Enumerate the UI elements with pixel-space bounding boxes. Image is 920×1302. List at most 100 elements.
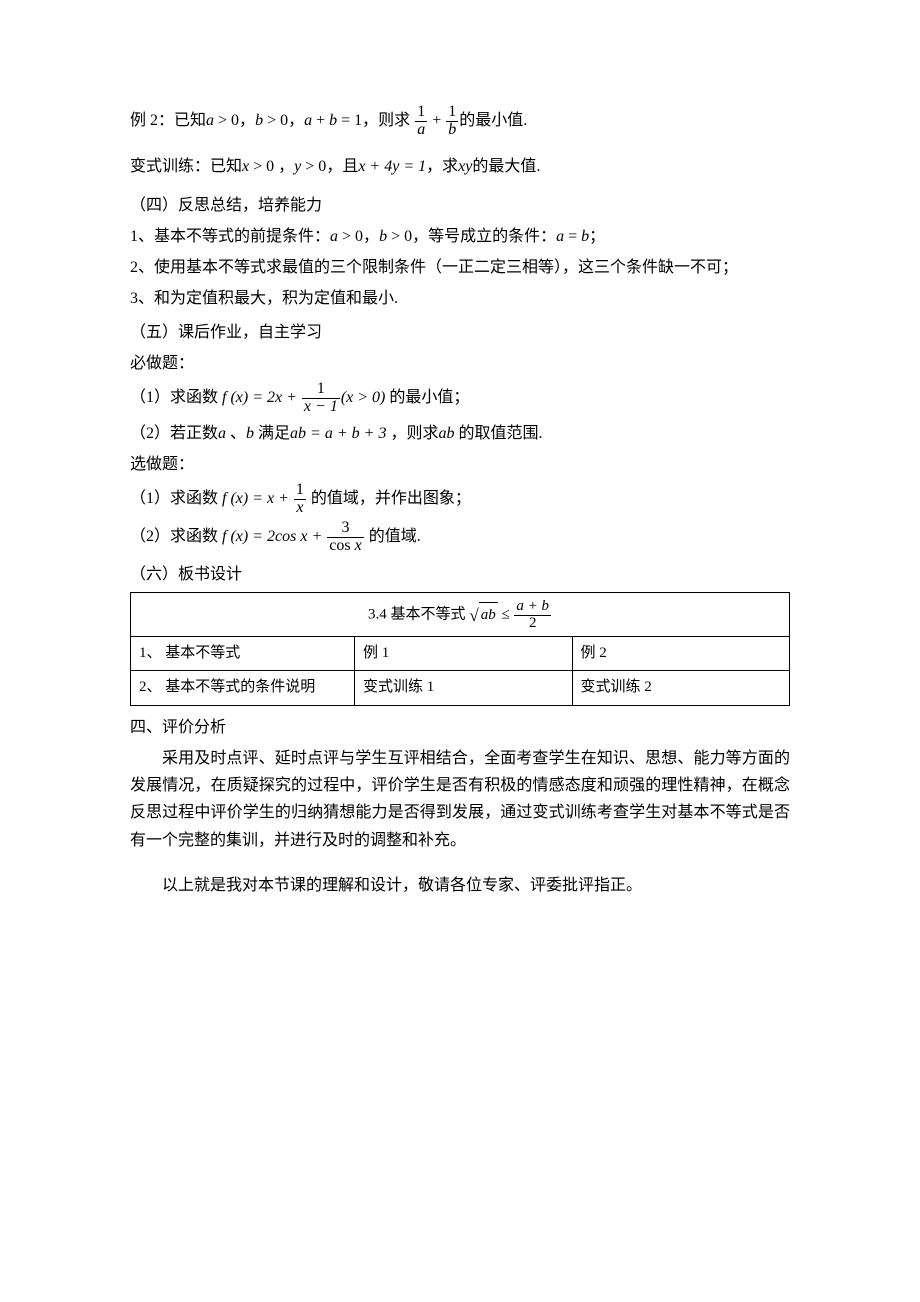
table-cell: 例 2: [572, 636, 789, 671]
eq1: = 1: [337, 112, 362, 129]
q2-prefix: （2）若正数: [130, 425, 218, 442]
o2-prefix: （2）求函数: [130, 528, 222, 545]
frac-den: a: [415, 121, 427, 139]
var-xy: xy: [458, 158, 472, 175]
o1-tail: 的值域，并作出图象；: [307, 490, 471, 507]
q2-a: a: [218, 425, 226, 442]
q2-b: b: [246, 425, 254, 442]
eq2: =: [564, 228, 581, 245]
closing-remark: 以上就是我对本节课的理解和设计，敬请各位专家、评委批评指正。: [130, 872, 790, 899]
frac-num: 1: [415, 104, 427, 121]
q2-tail2: 的取值范围.: [454, 425, 542, 442]
op-gt0-4: > 0: [301, 158, 326, 175]
must-q1: （1）求函数 f (x) = 2x + 1x − 1(x > 0) 的最小值；: [130, 381, 790, 416]
s4-p1b: ，等号成立的条件：: [412, 228, 556, 245]
var-a: a: [206, 112, 214, 129]
table-cell: 1、 基本不等式: [131, 636, 355, 671]
var-b2: b: [329, 112, 337, 129]
var-b: b: [255, 112, 263, 129]
example-2-prefix: 例 2：已知: [130, 112, 206, 129]
op-gt0-6: > 0: [387, 228, 412, 245]
var-b4: b: [581, 228, 589, 245]
q2-ab: ab: [438, 425, 454, 442]
sep2: ，: [288, 112, 304, 129]
plus: +: [312, 112, 329, 129]
table-cell: 2、 基本不等式的条件说明: [131, 671, 355, 706]
q1-cond: (x > 0): [341, 389, 386, 406]
evaluation-title: 四、评价分析: [130, 714, 790, 741]
section-4-title: （四）反思总结，培养能力: [130, 192, 790, 219]
op-gt0-2: > 0: [263, 112, 288, 129]
example-2: 例 2：已知a > 0，b > 0，a + b = 1，则求 1a + 1b的最…: [130, 104, 790, 139]
radicand: ab: [479, 602, 498, 629]
frac-num: 3: [327, 520, 363, 537]
table-row: 1、 基本不等式 例 1 例 2: [131, 636, 790, 671]
section-4-item-2: 2、使用基本不等式求最值的三个限制条件（一正二定三相等），这三个条件缺一不可；: [130, 254, 790, 281]
frac-num: 1: [294, 482, 306, 499]
o1-frac: 1x: [293, 482, 307, 517]
q1-tail: 的最小值；: [385, 389, 469, 406]
then: ，则求: [362, 112, 410, 129]
must-do-label: 必做题：: [130, 350, 790, 377]
sep4: ，且: [326, 158, 358, 175]
q2-mid: 满足: [254, 425, 290, 442]
sep5: ，求: [426, 158, 458, 175]
must-q2: （2）若正数a 、b 满足ab = a + b + 3 ，则求ab 的取值范围.: [130, 420, 790, 447]
document-page: 例 2：已知a > 0，b > 0，a + b = 1，则求 1a + 1b的最…: [0, 0, 920, 963]
board-design-table: 3.4 基本不等式 √ab ≤ a + b2 1、 基本不等式 例 1 例 2 …: [130, 592, 790, 706]
cond-x4y: x + 4y = 1: [358, 158, 426, 175]
sep: ，: [239, 112, 255, 129]
plus2: +: [428, 112, 445, 129]
var-a4: a: [556, 228, 564, 245]
o1-fx: f (x) = x +: [222, 490, 293, 507]
section-5-title: （五）课后作业，自主学习: [130, 319, 790, 346]
frac-den: x − 1: [302, 398, 340, 416]
optional-label: 选做题：: [130, 451, 790, 478]
frac-num: a + b: [514, 599, 551, 615]
sep6: ，: [363, 228, 379, 245]
q2-tail1: ，则求: [386, 425, 438, 442]
opt-q2: （2）求函数 f (x) = 2cos x + 3cos x 的值域.: [130, 520, 790, 555]
op-gt0-5: > 0: [338, 228, 363, 245]
frac-num: 1: [446, 104, 458, 121]
example-2-tail: 的最小值.: [459, 112, 527, 129]
table-title-prefix: 3.4 基本不等式: [368, 607, 466, 623]
var-a2: a: [304, 112, 312, 129]
leq: ≤: [498, 607, 514, 623]
frac-1-over-b: 1b: [445, 104, 459, 139]
var-b3: b: [379, 228, 387, 245]
frac-num: 1: [302, 381, 340, 398]
table-cell: 例 1: [355, 636, 572, 671]
q1-frac: 1x − 1: [301, 381, 341, 416]
table-title-cell: 3.4 基本不等式 √ab ≤ a + b2: [131, 593, 790, 637]
q1-prefix: （1）求函数: [130, 389, 222, 406]
o2-fx: f (x) = 2cos x +: [222, 528, 326, 545]
section-4-item-3: 3、和为定值积最大，积为定值和最小.: [130, 285, 790, 312]
frac-den: 2: [514, 615, 551, 632]
section-4-item-1: 1、基本不等式的前提条件：a > 0，b > 0，等号成立的条件：a = b；: [130, 223, 790, 250]
table-row: 2、 基本不等式的条件说明 变式训练 1 变式训练 2: [131, 671, 790, 706]
frac-ab-2: a + b2: [513, 599, 552, 632]
variant-prefix: 变式训练：已知: [130, 158, 242, 175]
frac-den: x: [294, 499, 306, 517]
table-cell: 变式训练 2: [572, 671, 789, 706]
table-cell: 变式训练 1: [355, 671, 572, 706]
op-gt0-3: > 0: [249, 158, 274, 175]
o2-frac: 3cos x: [326, 520, 364, 555]
op-gt0-1: > 0: [214, 112, 239, 129]
table-row: 3.4 基本不等式 √ab ≤ a + b2: [131, 593, 790, 637]
sep3: ，: [274, 158, 294, 175]
frac-den: b: [446, 121, 458, 139]
o1-prefix: （1）求函数: [130, 490, 222, 507]
section-6-title: （六）板书设计: [130, 561, 790, 588]
frac-1-over-a: 1a: [414, 104, 428, 139]
variant-exercise: 变式训练：已知x > 0 ，y > 0，且x + 4y = 1，求xy的最大值.: [130, 153, 790, 180]
q2-eq: ab = a + b + 3: [290, 425, 386, 442]
q2-dot: 、: [226, 425, 246, 442]
sqrt-ab: √ab: [469, 601, 497, 630]
q1-fx: f (x) = 2x +: [222, 389, 301, 406]
s4-p1tail: ；: [589, 228, 605, 245]
evaluation-body: 采用及时点评、延时点评与学生互评相结合，全面考查学生在知识、思想、能力等方面的发…: [130, 745, 790, 854]
var-a3: a: [330, 228, 338, 245]
variant-tail: 的最大值.: [472, 158, 540, 175]
